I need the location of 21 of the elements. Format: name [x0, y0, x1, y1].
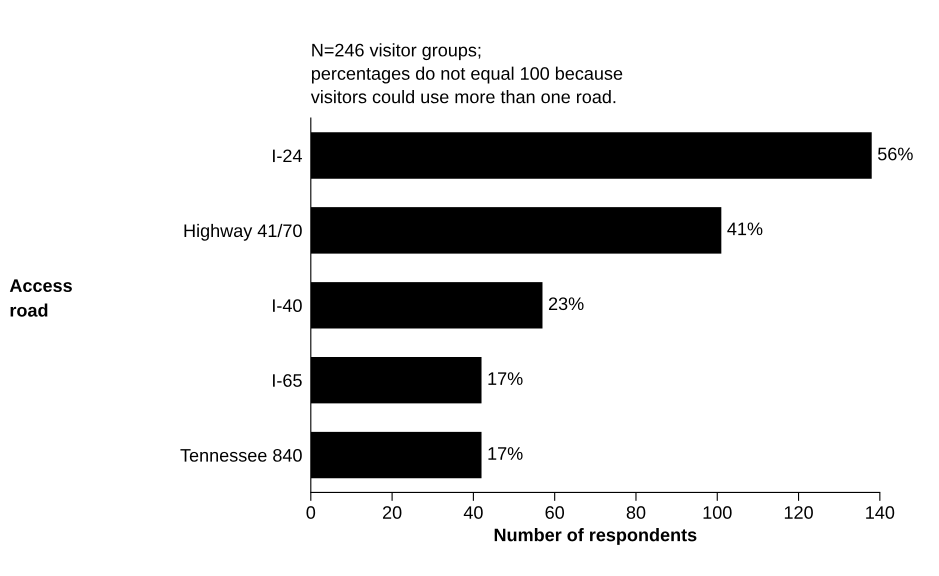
- y-tick-label: I-24: [273, 149, 302, 162]
- text: Access road: [10, 279, 72, 317]
- annotation: 23%: [548, 297, 584, 310]
- x-tick-label: 0: [306, 506, 316, 519]
- annotation: 17%: [488, 447, 523, 460]
- annotation: 56%: [878, 148, 913, 160]
- y-tick-label: Highway 41/70: [184, 224, 302, 241]
- x-tick-label: 60: [546, 506, 564, 519]
- x-tick-label: 140: [866, 506, 894, 519]
- x-tick-label: 20: [382, 506, 402, 519]
- y-tick-label: Tennessee 840: [180, 448, 302, 462]
- x-axis-title: Number of respondents: [494, 528, 696, 545]
- y-tick-label: I-40: [273, 299, 302, 312]
- x-tick-label: 100: [704, 506, 732, 519]
- x-tick-label: 120: [784, 506, 813, 519]
- y-tick-label: I-65: [273, 374, 302, 387]
- annotation: 41%: [727, 222, 762, 236]
- annotation: 17%: [488, 372, 523, 385]
- x-tick-label: 80: [626, 506, 646, 519]
- chart-subtitle: N=246 visitor groups; percentages do not equal 100 because visitors could use more than one road.: [310, 43, 622, 104]
- x-tick-label: 40: [464, 506, 483, 519]
